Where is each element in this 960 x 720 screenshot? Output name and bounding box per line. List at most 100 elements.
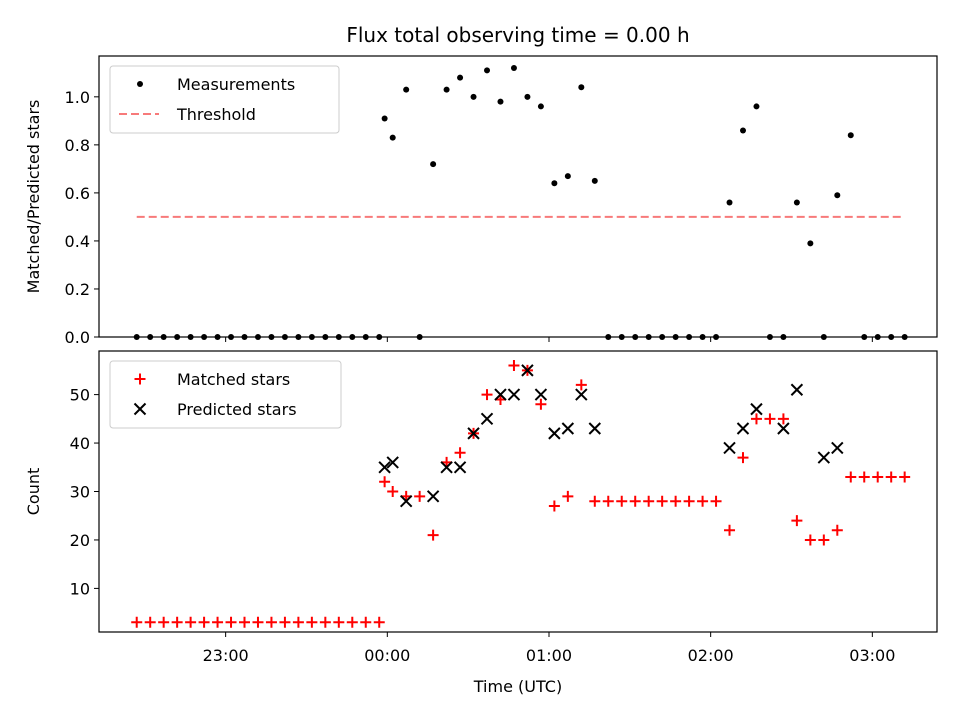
measurement-point <box>349 334 356 340</box>
x-tick-label: 01:00 <box>526 646 572 665</box>
y-tick-label: 10 <box>70 579 90 598</box>
predicted-point <box>507 388 521 401</box>
matched-point <box>279 616 291 628</box>
figure-title: Flux total observing time = 0.00 h <box>346 23 689 47</box>
predicted-point <box>831 441 844 455</box>
legend-matched-swatch <box>134 373 146 385</box>
matched-point <box>158 616 170 628</box>
matched-point <box>198 616 210 628</box>
matched-point <box>346 616 358 628</box>
predicted-point <box>723 441 736 455</box>
matched-point <box>427 529 439 541</box>
matched-point <box>602 495 614 507</box>
predicted-point <box>548 427 561 440</box>
predicted-point <box>736 422 750 435</box>
measurement-point <box>861 334 868 340</box>
measurement-point <box>874 334 881 340</box>
measurement-point <box>381 115 388 122</box>
predicted-point <box>575 388 588 401</box>
measurement-point <box>713 334 720 340</box>
measurement-point <box>403 86 410 93</box>
matched-point <box>683 495 695 507</box>
matched-point <box>616 495 628 507</box>
matched-point <box>697 495 709 507</box>
matched-point <box>319 616 331 628</box>
y-tick-label: 1.0 <box>65 88 90 107</box>
predicted-point <box>440 461 453 474</box>
measurement-point <box>766 334 773 340</box>
measurement-point <box>618 334 625 340</box>
measurement-point <box>578 84 585 91</box>
measurement-point <box>160 334 167 340</box>
matched-point <box>629 495 641 507</box>
measurement-point <box>322 334 329 340</box>
matched-point <box>562 490 574 502</box>
measurement-point <box>659 334 666 340</box>
matched-point <box>804 534 816 546</box>
y-tick-label: 40 <box>70 434 90 453</box>
y-tick-label: 20 <box>70 531 90 550</box>
predicted-point <box>561 422 575 435</box>
matched-point <box>252 616 264 628</box>
measurement-point <box>147 334 154 340</box>
plot-area <box>131 360 911 628</box>
predicted-point <box>494 388 507 401</box>
predicted-point <box>467 427 480 440</box>
matched-point <box>885 471 897 483</box>
matched-point <box>131 616 143 628</box>
measurement-point <box>605 334 612 340</box>
measurement-point <box>524 93 531 100</box>
matched-point <box>379 476 391 488</box>
legend-box <box>109 360 342 429</box>
predicted-point <box>386 456 399 469</box>
measurement-point <box>484 67 491 74</box>
measurement-point <box>793 199 800 206</box>
measurement-point <box>268 334 275 340</box>
matched-point <box>737 452 749 464</box>
measurement-point <box>133 334 140 340</box>
x-tick-label: 02:00 <box>688 646 734 665</box>
legend-box <box>109 65 340 134</box>
matched-point <box>589 495 601 507</box>
measurement-point <box>430 161 437 168</box>
count-panel: 10 20 30 40 50 23:00 00:00 01:00 02:00 03:00 Count… <box>24 350 938 696</box>
measurement-point <box>281 334 288 340</box>
matched-point <box>144 616 156 628</box>
matched-point <box>508 360 520 372</box>
predicted-point <box>521 364 534 377</box>
y-tick-label: 0.8 <box>65 136 90 155</box>
measurement-point <box>672 334 679 340</box>
matched-point <box>764 413 776 425</box>
matched-point <box>548 500 560 512</box>
predicted-point <box>399 494 413 508</box>
matched-point <box>239 616 251 628</box>
measurement-point <box>228 334 235 340</box>
x-tick-label: 00:00 <box>364 646 410 665</box>
x-axis-label: Time (UTC) <box>473 677 562 696</box>
measurement-point <box>834 192 841 199</box>
matched-point <box>724 524 736 536</box>
matched-point <box>306 616 318 628</box>
measurement-point <box>416 334 423 340</box>
predicted-point <box>453 461 467 474</box>
y-axis-label: Count <box>24 468 43 516</box>
predicted-point <box>790 383 804 396</box>
measurement-point <box>753 103 760 110</box>
matched-point <box>212 616 224 628</box>
measurement-point <box>564 173 571 180</box>
legend-label: Matched stars <box>177 370 290 389</box>
measurement-point <box>726 199 733 206</box>
measurement-point <box>591 177 598 184</box>
plot-area <box>133 65 908 340</box>
measurement-point <box>699 334 706 340</box>
y-tick-label: 0.4 <box>65 232 90 251</box>
legend-predicted-swatch <box>133 402 147 416</box>
axes-frame <box>98 55 938 338</box>
matched-point <box>656 495 668 507</box>
matched-point <box>265 616 277 628</box>
matched-point <box>872 471 884 483</box>
matched-point <box>387 486 399 497</box>
legend-label: Measurements <box>177 75 295 94</box>
measurement-point <box>214 334 221 340</box>
